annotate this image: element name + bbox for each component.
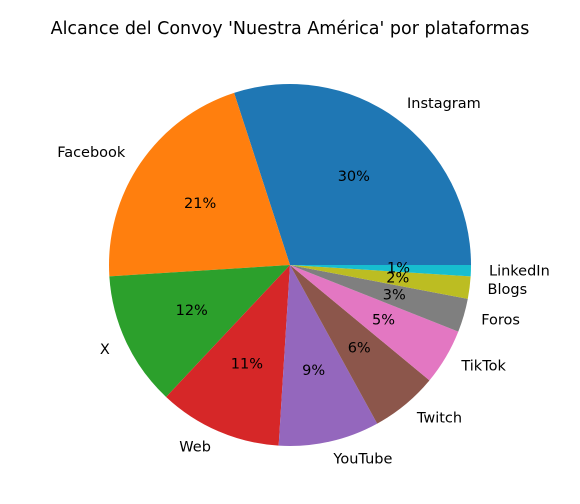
pie-slice-web (166, 265, 290, 446)
category-label-tiktok: TikTok (460, 358, 506, 374)
category-labels: Instagram Facebook X Web YouTube Twitch TikTok… (57, 96, 550, 467)
percentage-label-facebook: 21% (184, 196, 216, 212)
category-label-x: X (100, 342, 110, 358)
category-label-web: Web (179, 440, 211, 456)
pie-slice-youtube (278, 265, 378, 446)
percentage-label-web: 11% (231, 357, 263, 373)
category-label-blogs: Blogs (488, 282, 528, 298)
pie-slices (109, 84, 471, 446)
percentage-label-tiktok: 5% (372, 312, 395, 328)
percentage-label-youtube: 9% (302, 363, 325, 379)
percentage-label-blogs: 2% (386, 271, 409, 287)
pie-slice-foros (290, 265, 468, 332)
pie-slice-facebook (109, 92, 291, 277)
percentage-label-instagram: 30% (338, 169, 370, 185)
category-label-youtube: YouTube (332, 451, 392, 467)
category-label-instagram: Instagram (407, 96, 481, 112)
pie-slice-x (109, 265, 290, 397)
percentage-label-x: 12% (176, 303, 208, 319)
category-label-facebook: Facebook (57, 145, 126, 161)
pie-slice-linkedin (290, 265, 471, 277)
category-label-foros: Foros (481, 313, 520, 329)
pie-slice-instagram (234, 84, 471, 265)
chart-title: Alcance del Convoy 'Nuestra América' por… (51, 19, 530, 39)
category-label-linkedin: LinkedIn (489, 263, 550, 279)
category-label-twitch: Twitch (416, 410, 462, 426)
pie-slice-tiktok (290, 265, 459, 381)
pie-slice-blogs (290, 265, 471, 299)
percentage-label-linkedin: 1% (387, 260, 410, 276)
pie-slice-twitch (290, 265, 430, 424)
percentage-label-foros: 3% (383, 287, 406, 303)
percentage-label-twitch: 6% (348, 341, 371, 357)
percentage-labels: 30% 21% 12% 11% 9% 6%5% 3%2%1% (176, 169, 410, 379)
